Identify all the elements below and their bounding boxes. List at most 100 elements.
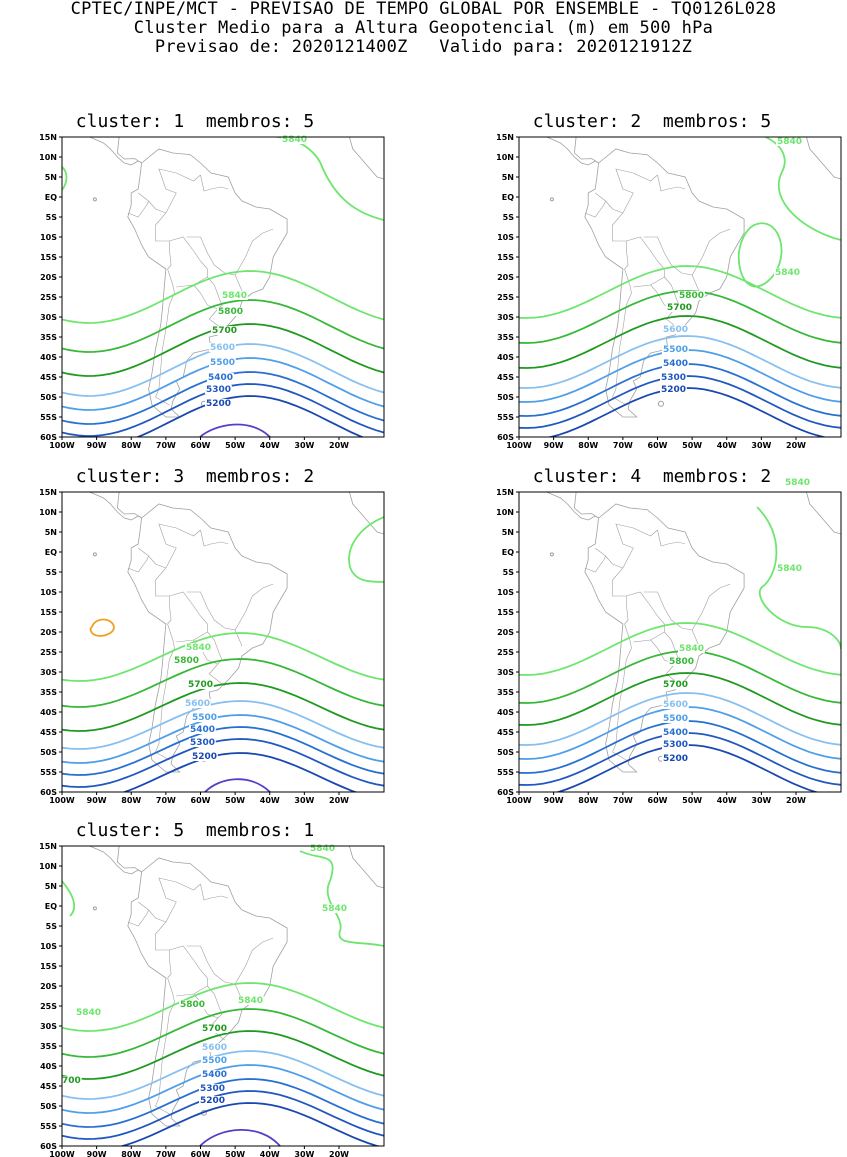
coastline <box>349 492 384 535</box>
contour-label-bg <box>662 728 689 737</box>
contour-label-bg <box>61 1076 82 1085</box>
country-border <box>626 591 665 643</box>
contour-label: 5200 <box>200 1096 225 1106</box>
contour-line <box>756 506 841 650</box>
lon-label: 70W <box>613 796 633 805</box>
lat-label: 10N <box>496 153 514 162</box>
lat-label: 55S <box>40 1122 57 1131</box>
map-panel-cluster-2: cluster: 2 membros: 5 5840 5840 5800 5700 56… <box>457 112 847 457</box>
lat-label: 10N <box>39 153 57 162</box>
contour-label: 5800 <box>218 307 243 317</box>
contour-line <box>717 481 841 487</box>
lat-label: 10N <box>39 862 57 871</box>
country-border <box>657 529 686 547</box>
contour-label: 5840 <box>322 904 347 914</box>
country-border <box>186 591 253 631</box>
lat-label: 50S <box>40 1102 57 1111</box>
lon-label: 50W <box>225 1150 245 1157</box>
contour-line <box>62 726 384 776</box>
island <box>92 197 97 202</box>
country-border <box>127 909 149 927</box>
figure-header: CPTEC/INPE/MCT - PREVISAO DE TEMPO GLOBA… <box>0 0 847 57</box>
country-border <box>169 591 208 643</box>
contour-label-bg <box>668 657 695 666</box>
lat-label: 5S <box>46 568 58 577</box>
lat-label: 45S <box>40 373 57 382</box>
country-border <box>691 629 700 647</box>
lon-label: 40W <box>260 441 280 450</box>
contour-label: 5840 <box>777 137 802 147</box>
country-border <box>200 174 229 192</box>
lat-label: 25S <box>497 648 514 657</box>
country-border <box>158 168 201 194</box>
contour-label: 5300 <box>190 738 215 748</box>
contour-label: 5600 <box>663 325 688 335</box>
lat-label: 60S <box>40 433 57 442</box>
country-border <box>207 276 225 332</box>
country-border <box>155 977 175 1115</box>
contour-label: 5300 <box>200 1084 225 1094</box>
contour-label: 5840 <box>186 643 211 653</box>
country-border <box>127 200 149 218</box>
lon-label: 90W <box>87 441 107 450</box>
contour-label: 5800 <box>679 291 704 301</box>
contour-label-bg <box>237 996 264 1005</box>
lat-label: 25S <box>40 648 57 657</box>
coastline <box>545 492 599 521</box>
lon-label: 60W <box>191 441 211 450</box>
header-subtitle: Cluster Medio para a Altura Geopotencial… <box>133 18 714 38</box>
contour-label: 5500 <box>663 345 688 355</box>
map-frame <box>61 136 385 438</box>
lat-label: 30S <box>497 668 514 677</box>
lat-label: 30S <box>40 313 57 322</box>
contour-line <box>122 752 358 792</box>
country-border <box>155 192 177 270</box>
lon-label: 90W <box>544 441 564 450</box>
lat-label: 10S <box>40 942 57 951</box>
lat-label: EQ <box>45 548 57 557</box>
lat-label: 55S <box>40 768 57 777</box>
lon-label: 100W <box>49 441 75 450</box>
contour-label-bg <box>666 303 693 312</box>
contour-label: 5840 <box>222 291 247 301</box>
map-frame <box>61 845 385 1147</box>
contour-label: 5700 <box>188 680 213 690</box>
map-content <box>62 137 384 437</box>
contour-label-bg <box>201 1056 228 1065</box>
map-frame <box>518 136 842 438</box>
lon-label: 60W <box>191 1150 211 1157</box>
lon-label: 80W <box>578 441 598 450</box>
lat-label: 5S <box>46 922 58 931</box>
lon-label: 30W <box>751 796 771 805</box>
lat-label: 55S <box>497 413 514 422</box>
contour-label: 5300 <box>663 740 688 750</box>
contour-label-bg <box>207 373 234 382</box>
contour-label-bg <box>191 752 218 761</box>
country-border <box>612 192 634 270</box>
coastline <box>127 148 288 418</box>
lat-label: 15S <box>40 962 57 971</box>
contour-label: 5700 <box>212 326 237 336</box>
country-border <box>127 555 149 573</box>
contour-label-bg <box>660 385 687 394</box>
contour-label: 5300 <box>206 385 231 395</box>
country-border <box>169 236 208 288</box>
lat-label: EQ <box>502 193 514 202</box>
contour-line <box>199 423 271 437</box>
contour-line <box>299 850 384 947</box>
lat-label: 50S <box>497 748 514 757</box>
country-border <box>612 268 632 406</box>
lat-label: 5N <box>45 528 57 537</box>
contour-label-bg <box>662 700 689 709</box>
lon-label: 50W <box>225 796 245 805</box>
country-border <box>615 523 658 549</box>
contour-label: 5800 <box>669 657 694 667</box>
contour-line <box>763 137 841 241</box>
lat-label: 35S <box>497 333 514 342</box>
contour-line <box>62 880 75 917</box>
country-border <box>155 547 177 625</box>
lat-label: 55S <box>497 768 514 777</box>
contour-label: 5500 <box>663 714 688 724</box>
lat-label: 25S <box>40 293 57 302</box>
lat-label: 45S <box>40 1082 57 1091</box>
